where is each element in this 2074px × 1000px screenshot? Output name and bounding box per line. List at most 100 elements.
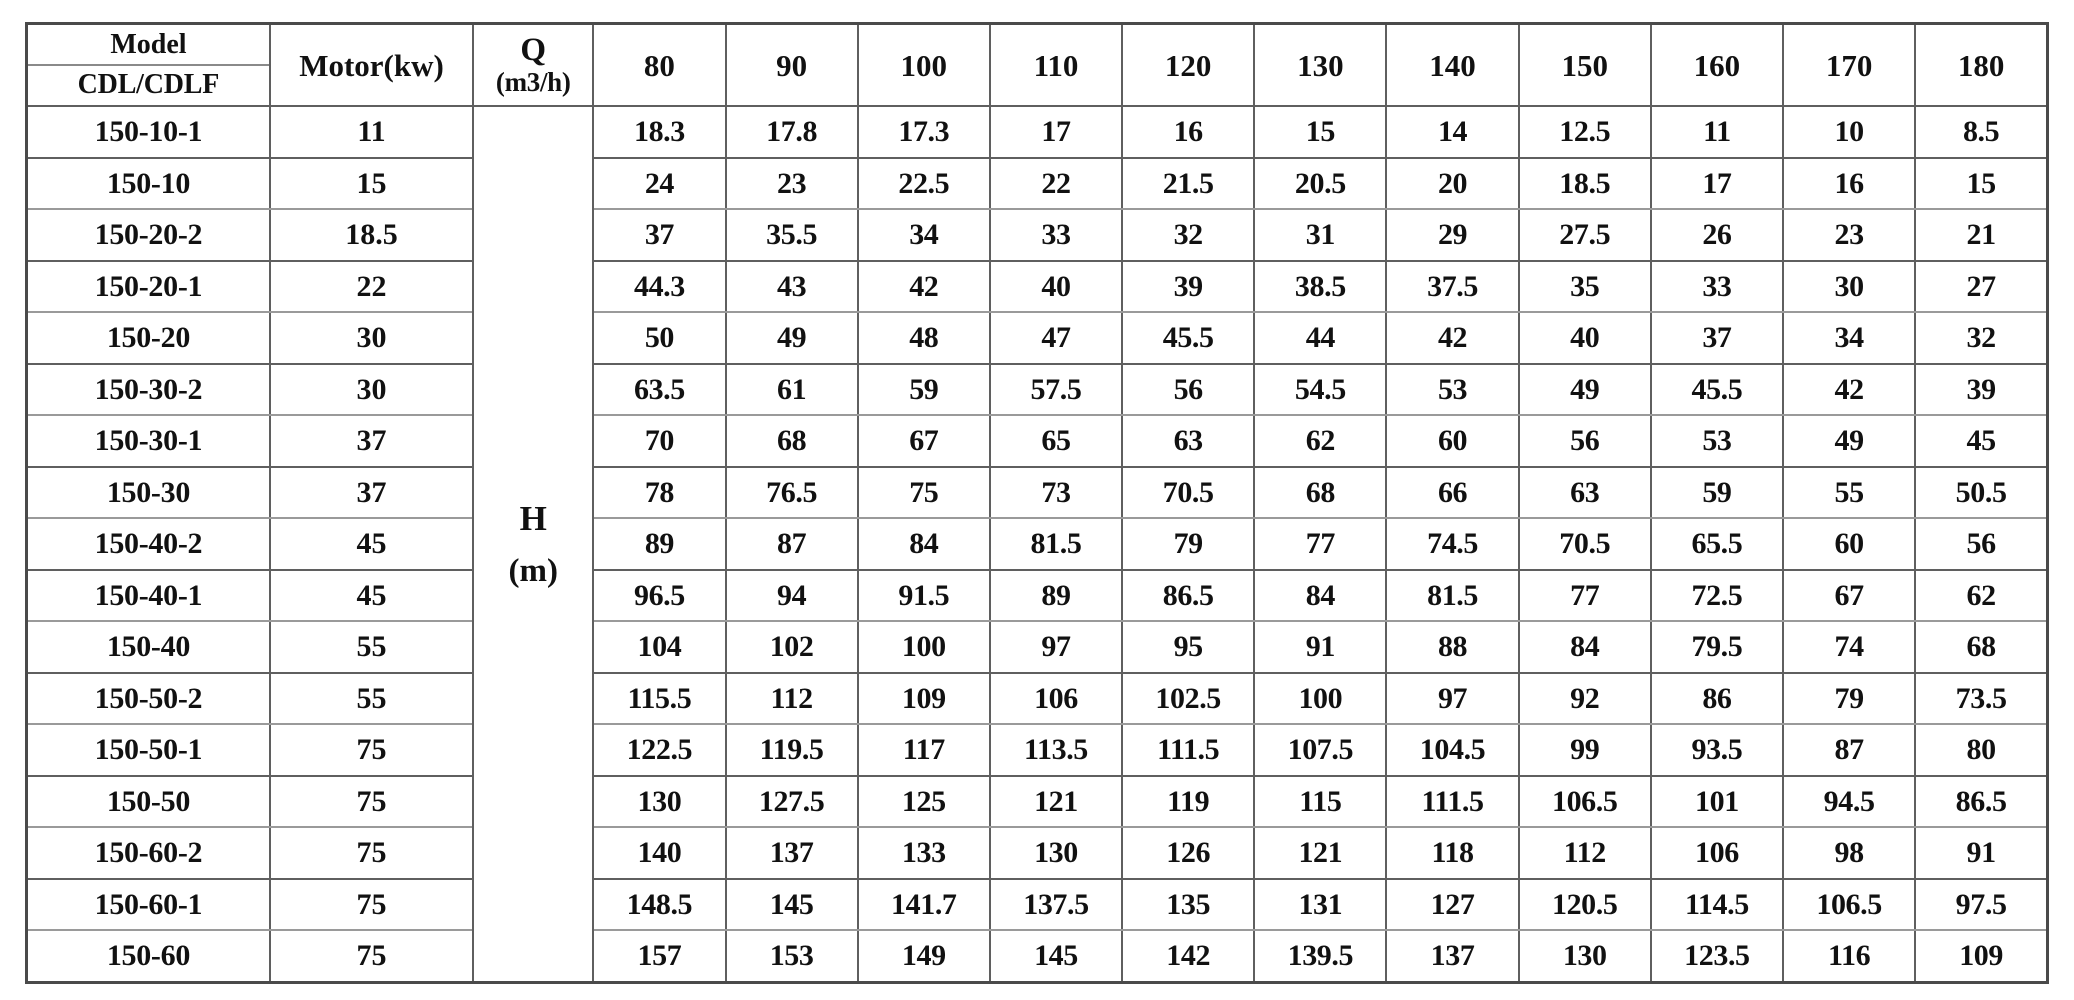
cell-head-value: 112 bbox=[1517, 826, 1652, 880]
cell-head-value: 48 bbox=[856, 311, 991, 365]
cell-head-value: 104 bbox=[592, 620, 727, 674]
cell-head-value: 17.8 bbox=[724, 105, 859, 159]
cell-head-value: 130 bbox=[592, 774, 727, 829]
cell-motor-power: 22 bbox=[268, 259, 475, 314]
cell-motor-power: 55 bbox=[268, 671, 475, 726]
cell-model: 150-30 bbox=[25, 465, 271, 520]
cell-head-value: 53 bbox=[1649, 414, 1785, 468]
cell-head-value: 86.5 bbox=[1121, 568, 1256, 623]
cell-head-value: 97 bbox=[1385, 671, 1520, 726]
cell-head-value: 88 bbox=[1385, 620, 1520, 674]
cell-model: 150-40-1 bbox=[25, 568, 271, 623]
cell-head-value: 125 bbox=[856, 774, 991, 829]
cell-head-value: 148.5 bbox=[592, 877, 727, 932]
cell-head-value: 18.3 bbox=[592, 105, 727, 159]
cell-head-value: 137 bbox=[724, 826, 859, 880]
cell-head-value: 157 bbox=[592, 929, 727, 984]
cell-head-value: 123.5 bbox=[1649, 929, 1785, 984]
cell-head-value: 119 bbox=[1121, 774, 1256, 829]
cell-head-value: 15 bbox=[1253, 105, 1388, 159]
cell-head-value: 115 bbox=[1253, 774, 1388, 829]
cell-head-value: 102.5 bbox=[1121, 671, 1256, 726]
cell-head-value: 32 bbox=[1914, 311, 2049, 365]
header-flow-180: 180 bbox=[1914, 22, 2049, 108]
cell-head-value: 70.5 bbox=[1517, 517, 1652, 571]
cell-head-value: 14 bbox=[1385, 105, 1520, 159]
cell-model: 150-50-2 bbox=[25, 671, 271, 726]
cell-head-value: 109 bbox=[856, 671, 991, 726]
cell-head-value: 116 bbox=[1782, 929, 1917, 984]
cell-head-value: 117 bbox=[856, 723, 991, 777]
cell-model: 150-20-2 bbox=[25, 208, 271, 262]
cell-head-value: 78 bbox=[592, 465, 727, 520]
cell-head-value: 133 bbox=[856, 826, 991, 880]
table-row: 150-60-2 75 140 137 133 130 126 121 118 112 106 98 9… bbox=[25, 826, 2049, 880]
cell-head-value: 42 bbox=[1385, 311, 1520, 365]
cell-head-value: 73.5 bbox=[1914, 671, 2049, 726]
cell-head-value: 10 bbox=[1782, 105, 1917, 159]
cell-head-value: 62 bbox=[1253, 414, 1388, 468]
cell-head-value: 87 bbox=[1782, 723, 1917, 777]
cell-head-value: 139.5 bbox=[1253, 929, 1388, 984]
cell-head-value: 45.5 bbox=[1649, 362, 1785, 417]
cell-head-value: 42 bbox=[1782, 362, 1917, 417]
cell-head-value: 95 bbox=[1121, 620, 1256, 674]
cell-head-value: 135 bbox=[1121, 877, 1256, 932]
cell-head-value: 98 bbox=[1782, 826, 1917, 880]
head-units: (m) bbox=[508, 552, 558, 589]
cell-head-value: 50.5 bbox=[1914, 465, 2049, 520]
cell-head-value: 21 bbox=[1914, 208, 2049, 262]
cell-head-value: 121 bbox=[988, 774, 1124, 829]
cell-model: 150-40 bbox=[25, 620, 271, 674]
cell-head-value: 49 bbox=[1782, 414, 1917, 468]
cell-head-value: 149 bbox=[856, 929, 991, 984]
cell-head-value: 18.5 bbox=[1517, 156, 1652, 211]
cell-head-value: 106 bbox=[1649, 826, 1785, 880]
cell-head-value: 29 bbox=[1385, 208, 1520, 262]
cell-head-value: 49 bbox=[724, 311, 859, 365]
cell-head-value: 72.5 bbox=[1649, 568, 1785, 623]
cell-head-value: 112 bbox=[724, 671, 859, 726]
cell-head-value: 114.5 bbox=[1649, 877, 1785, 932]
cell-model: 150-60-1 bbox=[25, 877, 271, 932]
cell-head-value: 22 bbox=[988, 156, 1124, 211]
cell-head-value: 45.5 bbox=[1121, 311, 1256, 365]
cell-head-value: 96.5 bbox=[592, 568, 727, 623]
header-flow-170: 170 bbox=[1782, 22, 1917, 108]
cell-head-value: 33 bbox=[988, 208, 1124, 262]
cell-model: 150-10-1 bbox=[25, 105, 271, 159]
cell-motor-power: 75 bbox=[268, 929, 475, 984]
cell-head-value: 101 bbox=[1649, 774, 1785, 829]
header-flow-140: 140 bbox=[1385, 22, 1520, 108]
cell-head-value: 91.5 bbox=[856, 568, 991, 623]
cell-head-value: 20 bbox=[1385, 156, 1520, 211]
cell-head-value: 84 bbox=[856, 517, 991, 571]
cell-head-value: 84 bbox=[1517, 620, 1652, 674]
table-row: 150-60-1 75 148.5 145 141.7 137.5 135 131 127 120… bbox=[25, 877, 2049, 932]
cell-head-value: 63 bbox=[1517, 465, 1652, 520]
cell-head-value: 91 bbox=[1253, 620, 1388, 674]
cell-head-value: 39 bbox=[1914, 362, 2049, 417]
cell-head-value: 27 bbox=[1914, 259, 2049, 314]
table-row: 150-30-2 30 63.5 61 59 57.5 56 54.5 53 49 45.5 42 39 bbox=[25, 362, 2049, 417]
cell-head-value: 130 bbox=[1517, 929, 1652, 984]
cell-head-value: 23 bbox=[724, 156, 859, 211]
cell-head-value: 126 bbox=[1121, 826, 1256, 880]
table-row: 150-20-2 18.5 37 35.5 34 33 32 31 29 27.5 26 23 21 bbox=[25, 208, 2049, 262]
cell-head-value: 97 bbox=[988, 620, 1124, 674]
cell-head-value: 84 bbox=[1253, 568, 1388, 623]
header-flow-150: 150 bbox=[1517, 22, 1652, 108]
cell-head-value: 119.5 bbox=[724, 723, 859, 777]
header-flow-130: 130 bbox=[1253, 22, 1388, 108]
cell-head-value: 45 bbox=[1914, 414, 2049, 468]
cell-motor-power: 18.5 bbox=[268, 208, 475, 262]
cell-head-value: 113.5 bbox=[988, 723, 1124, 777]
cell-head-value: 17 bbox=[988, 105, 1124, 159]
cell-head-value: 94 bbox=[724, 568, 859, 623]
cell-head-value: 65 bbox=[988, 414, 1124, 468]
cell-head-value: 39 bbox=[1121, 259, 1256, 314]
header-flow-160: 160 bbox=[1649, 22, 1785, 108]
cell-model: 150-50-1 bbox=[25, 723, 271, 777]
cell-motor-power: 37 bbox=[268, 465, 475, 520]
header-row: Model CDL/CDLF Motor(kw) Q (m3/h) 80 90 10… bbox=[25, 22, 2049, 108]
